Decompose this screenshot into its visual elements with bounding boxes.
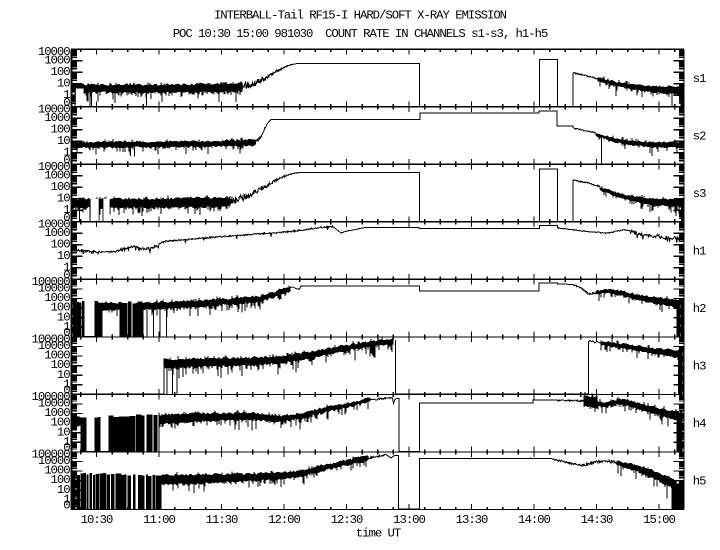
svg-text:0: 0 (63, 326, 70, 340)
svg-text:1: 1 (63, 260, 70, 274)
svg-text:h1: h1 (693, 245, 706, 259)
svg-text:1: 1 (63, 203, 70, 217)
svg-text:100: 100 (51, 180, 71, 194)
svg-text:10000: 10000 (38, 217, 70, 231)
svg-text:10000: 10000 (38, 397, 70, 411)
svg-text:1: 1 (63, 377, 70, 391)
svg-text:0: 0 (63, 96, 70, 110)
svg-text:h5: h5 (693, 475, 706, 489)
svg-text:100: 100 (51, 301, 71, 315)
svg-text:1: 1 (63, 435, 70, 449)
svg-text:1: 1 (63, 145, 70, 159)
svg-text:s1: s1 (693, 72, 706, 86)
svg-text:0: 0 (63, 211, 70, 225)
svg-text:1000: 1000 (44, 53, 70, 67)
svg-text:1: 1 (63, 492, 70, 506)
svg-text:INTERBALL-Tail RF15-I HARD/SOF: INTERBALL-Tail RF15-I HARD/SOFT X-RAY EM… (214, 9, 507, 23)
svg-text:100: 100 (51, 358, 71, 372)
svg-text:100: 100 (51, 237, 71, 251)
svg-text:10: 10 (57, 191, 70, 205)
svg-text:13:30: 13:30 (456, 513, 488, 527)
svg-text:time UT: time UT (356, 527, 401, 541)
svg-text:100000: 100000 (31, 333, 70, 347)
svg-text:10: 10 (57, 76, 70, 90)
svg-text:1000: 1000 (44, 168, 70, 182)
svg-text:14:30: 14:30 (581, 513, 613, 527)
svg-text:h4: h4 (693, 417, 706, 431)
svg-text:h3: h3 (693, 360, 706, 374)
svg-text:15:00: 15:00 (643, 513, 675, 527)
svg-text:10:30: 10:30 (81, 513, 113, 527)
svg-text:10000: 10000 (38, 102, 70, 116)
svg-text:1000: 1000 (44, 349, 70, 363)
svg-text:100000: 100000 (31, 390, 70, 404)
svg-text:1000: 1000 (44, 226, 70, 240)
svg-text:s3: s3 (693, 187, 706, 201)
svg-text:10: 10 (57, 425, 70, 439)
svg-text:1: 1 (63, 320, 70, 334)
svg-text:11:30: 11:30 (206, 513, 238, 527)
svg-text:0: 0 (63, 441, 70, 455)
svg-text:1: 1 (63, 88, 70, 102)
svg-text:0: 0 (63, 384, 70, 398)
svg-text:0: 0 (63, 499, 70, 513)
svg-text:1000: 1000 (44, 406, 70, 420)
svg-text:10000: 10000 (38, 454, 70, 468)
svg-text:100000: 100000 (31, 275, 70, 289)
svg-text:10000: 10000 (38, 45, 70, 59)
svg-text:100: 100 (51, 122, 71, 136)
svg-text:10: 10 (57, 249, 70, 263)
svg-text:0: 0 (63, 153, 70, 167)
svg-text:14:00: 14:00 (518, 513, 550, 527)
svg-text:10: 10 (57, 368, 70, 382)
svg-text:POC 10:30 15:00 981030 COUNT: POC 10:30 15:00 981030 COUNT RATE IN CHA… (173, 27, 548, 41)
svg-text:100: 100 (51, 65, 71, 79)
svg-text:13:00: 13:00 (393, 513, 425, 527)
svg-text:1000: 1000 (44, 291, 70, 305)
svg-text:10000: 10000 (38, 282, 70, 296)
svg-text:s2: s2 (693, 130, 706, 144)
svg-text:10: 10 (57, 310, 70, 324)
svg-text:11:00: 11:00 (143, 513, 175, 527)
svg-text:1000: 1000 (44, 111, 70, 125)
svg-text:100: 100 (51, 473, 71, 487)
svg-text:10: 10 (57, 134, 70, 148)
svg-text:10000: 10000 (38, 160, 70, 174)
svg-text:12:30: 12:30 (331, 513, 363, 527)
svg-text:10000: 10000 (38, 339, 70, 353)
svg-text:10: 10 (57, 483, 70, 497)
svg-text:1000: 1000 (44, 464, 70, 478)
svg-text:100: 100 (51, 416, 71, 430)
svg-text:h2: h2 (693, 302, 706, 316)
svg-text:100000: 100000 (31, 448, 70, 462)
svg-text:12:00: 12:00 (268, 513, 300, 527)
svg-text:0: 0 (63, 268, 70, 282)
